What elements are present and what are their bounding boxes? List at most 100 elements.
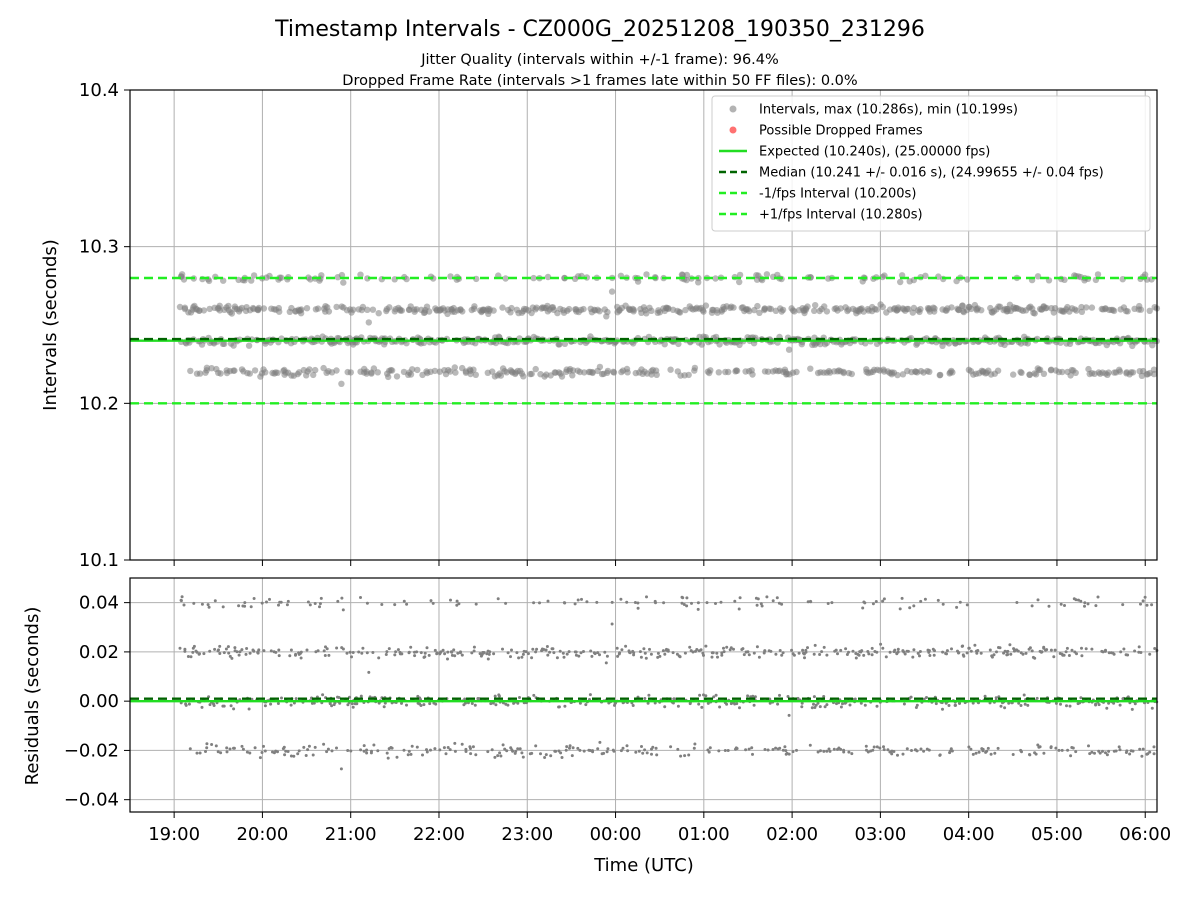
residual-point bbox=[221, 605, 225, 609]
residual-point bbox=[335, 746, 338, 750]
residual-point bbox=[816, 701, 820, 705]
residual-point bbox=[784, 749, 788, 753]
residual-point bbox=[818, 705, 822, 709]
residual-point bbox=[184, 703, 188, 707]
residual-point bbox=[934, 702, 938, 706]
interval-point bbox=[580, 305, 587, 313]
residual-point bbox=[257, 648, 261, 652]
residual-point bbox=[1153, 647, 1157, 650]
residual-point bbox=[896, 753, 899, 757]
residual-point bbox=[359, 694, 363, 698]
residual-point bbox=[504, 601, 508, 605]
interval-point bbox=[733, 367, 741, 374]
residual-point bbox=[385, 751, 389, 755]
residual-point bbox=[820, 650, 824, 654]
interval-point bbox=[231, 367, 238, 374]
residual-point bbox=[839, 747, 843, 751]
interval-point bbox=[917, 305, 924, 313]
residual-point bbox=[365, 748, 369, 752]
interval-point bbox=[922, 272, 929, 279]
residual-point bbox=[1009, 652, 1013, 656]
residual-point bbox=[503, 747, 507, 751]
residual-point bbox=[395, 755, 399, 759]
residual-point bbox=[882, 748, 886, 752]
residual-point bbox=[469, 747, 472, 750]
interval-point bbox=[716, 341, 723, 348]
residual-point bbox=[311, 753, 315, 757]
residual-point bbox=[204, 750, 207, 753]
residuals-axes: 19:00 20:00 21:00 22:00 23:00 00:00 01:00 02:00… bbox=[64, 577, 1171, 845]
residual-point bbox=[700, 705, 704, 709]
residual-point bbox=[277, 603, 280, 607]
residual-point bbox=[950, 749, 954, 753]
interval-point bbox=[1051, 305, 1059, 312]
residual-point bbox=[524, 650, 528, 654]
residual-point bbox=[365, 601, 369, 605]
residual-point bbox=[265, 600, 268, 604]
residual-point bbox=[492, 652, 496, 656]
residual-point bbox=[965, 603, 969, 607]
interval-point bbox=[675, 340, 682, 348]
residual-point bbox=[277, 654, 281, 658]
interval-point bbox=[873, 306, 880, 313]
residual-point bbox=[778, 693, 781, 697]
residual-point bbox=[822, 645, 826, 649]
residual-point bbox=[327, 653, 331, 657]
residual-point bbox=[901, 752, 905, 756]
residual-point bbox=[218, 644, 222, 648]
residual-point bbox=[1086, 602, 1090, 606]
residual-point bbox=[580, 597, 583, 601]
residual-point bbox=[510, 648, 513, 652]
residual-point bbox=[825, 749, 829, 753]
residual-point bbox=[222, 704, 226, 708]
residual-point bbox=[243, 604, 247, 608]
residual-point bbox=[573, 602, 577, 606]
residual-point bbox=[900, 596, 904, 600]
residual-point bbox=[518, 747, 522, 751]
interval-point bbox=[533, 304, 540, 311]
residual-point bbox=[958, 600, 962, 604]
residual-point bbox=[1083, 601, 1087, 605]
residual-point bbox=[501, 743, 505, 747]
residual-point bbox=[615, 646, 619, 650]
residual-point bbox=[693, 742, 697, 746]
residual-point bbox=[455, 599, 459, 603]
y-tick-label: 10.1 bbox=[79, 550, 119, 571]
interval-point bbox=[604, 367, 612, 375]
interval-point bbox=[230, 342, 237, 349]
residual-point bbox=[1052, 655, 1056, 659]
residual-point bbox=[989, 752, 993, 756]
interval-point bbox=[643, 310, 650, 317]
interval-point bbox=[245, 342, 253, 349]
interval-point bbox=[385, 373, 392, 381]
residual-point bbox=[649, 652, 653, 656]
residual-point bbox=[910, 749, 913, 752]
residual-point bbox=[696, 601, 700, 605]
intervals-scatter bbox=[176, 271, 1161, 387]
residual-point bbox=[1130, 707, 1134, 711]
residual-point bbox=[1112, 652, 1116, 656]
residual-point bbox=[662, 601, 666, 605]
residual-point bbox=[1059, 702, 1062, 706]
residual-point bbox=[195, 650, 199, 654]
residual-point bbox=[825, 653, 829, 657]
residual-point bbox=[1060, 748, 1064, 752]
residual-point bbox=[631, 704, 635, 707]
residual-point bbox=[218, 652, 222, 655]
interval-point bbox=[530, 274, 537, 282]
residual-point bbox=[406, 753, 410, 757]
interval-point bbox=[187, 367, 194, 375]
residual-point bbox=[1006, 649, 1010, 653]
residual-point bbox=[535, 647, 539, 651]
residual-point bbox=[213, 599, 217, 603]
interval-point bbox=[407, 371, 415, 378]
interval-point bbox=[736, 278, 743, 286]
intervals-axes-frame bbox=[129, 89, 1158, 561]
residual-point bbox=[487, 652, 491, 656]
interval-point bbox=[894, 371, 901, 379]
residual-point bbox=[425, 750, 429, 754]
intervals-axes: 10.1 10.2 10.3 10.4 bbox=[79, 80, 1158, 571]
residual-point bbox=[851, 649, 855, 653]
residual-point bbox=[178, 646, 182, 650]
